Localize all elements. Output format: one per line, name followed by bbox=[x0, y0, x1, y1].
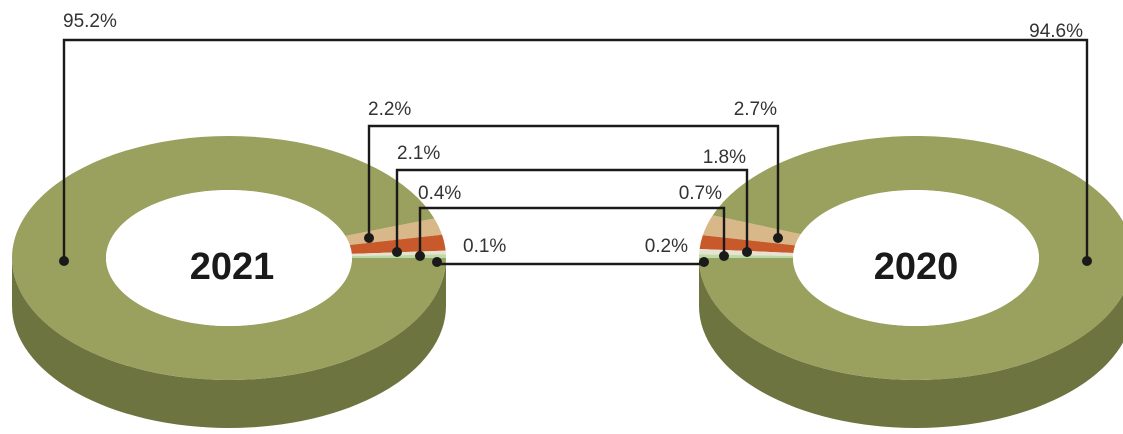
leader-s3-dot-1 bbox=[719, 251, 729, 261]
hole-2021 bbox=[106, 190, 352, 326]
leader-s4-dot-1 bbox=[699, 257, 709, 267]
leader-s2-dot-1 bbox=[742, 247, 752, 257]
side-2021-s0 bbox=[12, 258, 446, 428]
label-2020-s0: 94.6% bbox=[1029, 21, 1083, 42]
leader-s2 bbox=[395, 168, 749, 252]
side-2020-s0 bbox=[699, 258, 1123, 428]
hole-2020 bbox=[793, 190, 1039, 326]
year-label-2021: 2021 bbox=[190, 246, 275, 288]
donut-2021 bbox=[12, 135, 446, 428]
leader-s1 bbox=[367, 124, 780, 238]
label-2021-s4: 0.1% bbox=[463, 236, 506, 257]
label-2020-s3: 0.7% bbox=[679, 183, 722, 204]
label-2021-s2: 2.1% bbox=[397, 143, 440, 164]
leader-2021-s0 bbox=[62, 38, 1089, 261]
leader-s3-dot-0 bbox=[415, 251, 425, 261]
leader-2021-s0-dot-0 bbox=[59, 256, 69, 266]
slice-2020-s0 bbox=[699, 136, 1123, 380]
label-2021-s1: 2.2% bbox=[368, 99, 411, 120]
leader-s1-dot-0 bbox=[364, 233, 374, 243]
label-2020-s1: 2.7% bbox=[734, 99, 777, 120]
leader-s4-dot-0 bbox=[432, 257, 442, 267]
label-2020-s2: 1.8% bbox=[703, 147, 746, 168]
leader-s3 bbox=[418, 206, 726, 256]
leader-s4 bbox=[435, 262, 706, 266]
leader-s1-dot-1 bbox=[773, 233, 783, 243]
label-2020-s4: 0.2% bbox=[645, 236, 688, 257]
year-label-2020: 2020 bbox=[874, 246, 959, 288]
slice-2021-s0 bbox=[12, 135, 446, 380]
leader-s2-dot-0 bbox=[392, 247, 402, 257]
leader-2021-s0-dot-1 bbox=[1082, 256, 1092, 266]
leader-lines bbox=[59, 38, 1092, 267]
label-2021-s0: 95.2% bbox=[63, 11, 117, 32]
label-2021-s3: 0.4% bbox=[418, 183, 461, 204]
